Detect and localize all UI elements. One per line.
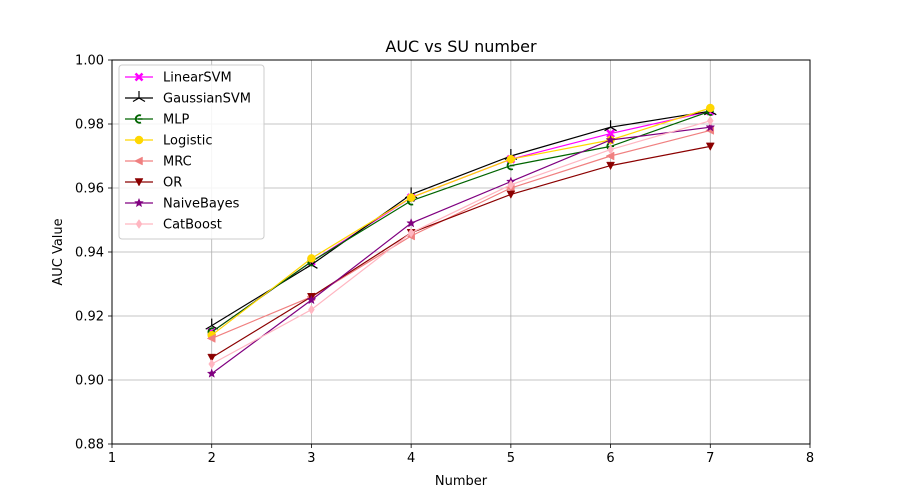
series-line-mlp [211, 110, 711, 333]
x-tick-label: 4 [407, 451, 415, 466]
data-point-gaussiansvm [604, 120, 617, 132]
data-point-or [207, 353, 217, 363]
legend-marker-gaussiansvm [132, 91, 146, 103]
legend-label-mlp: MLP [163, 113, 189, 128]
data-point-naivebayes [206, 368, 217, 378]
data-point-logistic [706, 103, 715, 113]
data-point-or [506, 190, 516, 199]
legend-label-mrc: MRC [163, 155, 192, 170]
data-point-logistic [506, 154, 516, 164]
legend-item-mrc: MRC [125, 155, 192, 170]
legend-item-catboost: CatBoost [125, 218, 222, 233]
legend: LinearSVM GaussianSVM MLP Logistic MRC OR Naiv… [118, 64, 265, 240]
series-line-naivebayes [211, 126, 711, 375]
data-point-naivebayes [306, 294, 317, 305]
series-line-catboost [211, 120, 711, 365]
x-tick-label: 6 [606, 451, 614, 466]
axis-ticks: 1 2 3 4 5 6 7 8 0.88 0.90 0.92 0.94 0.96 0.98 1.00 [75, 54, 814, 467]
x-tick-label: 8 [806, 451, 814, 466]
x-tick-label: 1 [108, 451, 116, 466]
data-point-logistic [406, 193, 416, 202]
legend-item-logistic: Logistic [125, 134, 212, 149]
series-line-gaussiansvm [211, 110, 711, 327]
data-point-logistic [307, 254, 316, 263]
series-layer [205, 103, 717, 378]
legend-label-or: OR [163, 176, 182, 191]
series-catboost [208, 115, 714, 369]
legend-item-gaussiansvm: GaussianSVM [125, 91, 251, 107]
legend-marker-naivebayes [134, 197, 144, 208]
data-point-naivebayes [406, 217, 417, 228]
series-gaussiansvm [205, 104, 717, 330]
data-point-catboost [507, 179, 515, 190]
x-axis-label: Number [435, 474, 488, 489]
y-tick-label: 0.88 [75, 438, 104, 453]
legend-label-catboost: CatBoost [163, 218, 222, 233]
legend-label-gaussiansvm: GaussianSVM [163, 92, 251, 107]
data-point-or [705, 142, 715, 151]
legend-label-linearsvm: LinearSVM [163, 71, 232, 86]
data-point-catboost [407, 227, 415, 238]
legend-item-or: OR [125, 176, 182, 191]
legend-item-mlp: MLP [125, 113, 189, 128]
y-axis-label: AUC Value [51, 218, 66, 285]
data-point-naivebayes [605, 134, 616, 145]
x-tick-label: 7 [706, 451, 714, 466]
legend-item-linearsvm: LinearSVM [125, 71, 232, 86]
x-tick-label: 5 [507, 451, 515, 466]
data-point-mrc [605, 151, 615, 161]
legend-marker-or [134, 178, 144, 187]
legend-marker-mrc [133, 156, 143, 166]
series-line-or [211, 145, 711, 359]
y-tick-label: 0.92 [75, 310, 104, 325]
legend-marker-mlp [134, 114, 143, 124]
y-tick-label: 1.00 [75, 54, 104, 69]
y-tick-label: 0.94 [75, 246, 104, 261]
data-point-naivebayes [705, 121, 716, 132]
y-tick-label: 0.90 [75, 374, 104, 389]
series-line-mrc [211, 129, 711, 339]
legend-label-logistic: Logistic [163, 134, 212, 149]
y-tick-label: 0.98 [75, 118, 104, 133]
series-logistic [207, 103, 715, 340]
data-point-or [606, 161, 615, 171]
data-point-mrc [206, 333, 216, 343]
data-point-catboost [308, 304, 315, 315]
data-point-catboost [706, 115, 714, 126]
legend-item-naivebayes: NaiveBayes [125, 197, 240, 212]
y-tick-label: 0.96 [75, 182, 104, 197]
legend-marker-catboost [135, 219, 143, 229]
x-tick-label: 3 [307, 451, 315, 466]
x-tick-label: 2 [208, 451, 216, 466]
legend-box [118, 64, 265, 240]
data-point-catboost [607, 144, 614, 155]
legend-marker-linearsvm [134, 72, 144, 82]
legend-label-naivebayes: NaiveBayes [163, 197, 240, 212]
data-point-linearsvm [606, 129, 615, 139]
series-line-logistic [211, 107, 711, 336]
data-point-catboost [208, 359, 216, 369]
chart-title: AUC vs SU number [385, 37, 537, 56]
legend-marker-logistic [134, 135, 144, 145]
